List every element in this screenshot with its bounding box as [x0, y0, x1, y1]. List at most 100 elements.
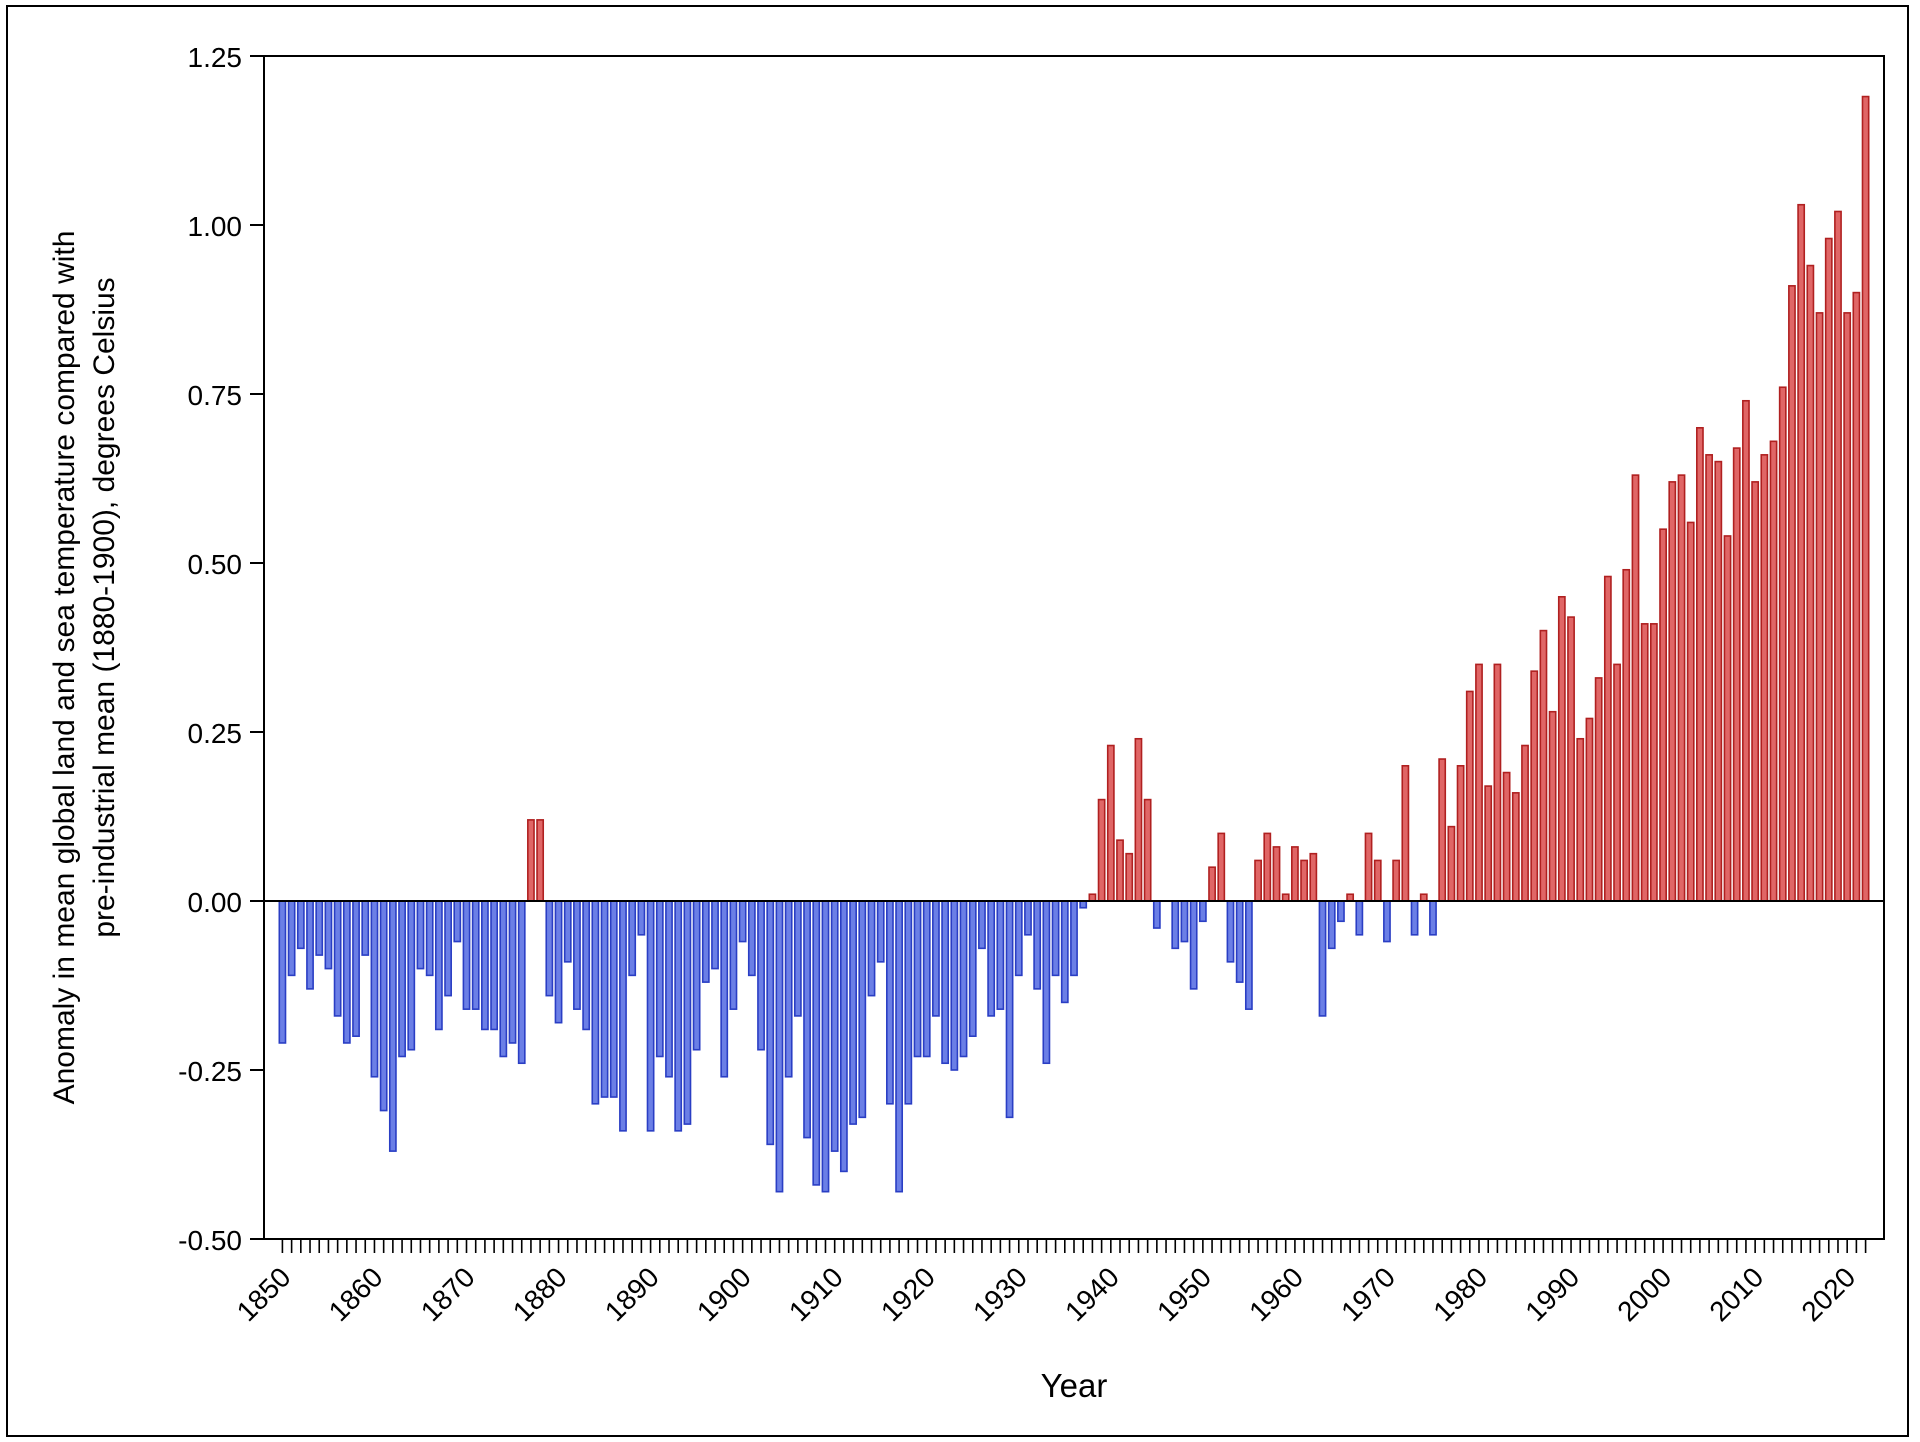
bar-1961 — [1300, 859, 1309, 902]
bar-1969 — [1373, 859, 1382, 902]
bar-1993 — [1594, 677, 1603, 902]
bar-1912 — [849, 900, 857, 1125]
bar-1866 — [425, 900, 434, 977]
bar-1986 — [1530, 670, 1539, 902]
bar-1914 — [867, 900, 876, 997]
y-tick-label: -0.50 — [178, 1225, 242, 1256]
bar-1901 — [747, 900, 756, 977]
bar-1972 — [1401, 764, 1410, 902]
x-tick-label: 1970 — [1335, 1261, 1401, 1327]
x-tick-label: 1920 — [875, 1261, 941, 1327]
bar-1862 — [388, 900, 397, 1152]
bars-group — [278, 95, 1870, 1193]
bar-1852 — [296, 900, 305, 950]
bar-1856 — [333, 900, 342, 1017]
x-tick-label: 2000 — [1611, 1261, 1677, 1327]
bar-1857 — [342, 900, 351, 1044]
bar-1861 — [379, 900, 388, 1112]
bar-1947 — [1171, 900, 1180, 950]
bar-1905 — [784, 900, 793, 1078]
bar-1918 — [904, 900, 913, 1105]
bar-1998 — [1640, 623, 1649, 902]
bar-1965 — [1337, 900, 1345, 923]
bar-1951 — [1208, 866, 1216, 902]
x-tick-label: 1990 — [1519, 1261, 1585, 1327]
bar-1929 — [1005, 900, 1014, 1119]
bar-2020 — [1843, 312, 1852, 902]
bar-1906 — [793, 900, 802, 1017]
bar-1851 — [287, 900, 296, 977]
bar-1994 — [1603, 575, 1612, 902]
bar-1921 — [932, 900, 940, 1017]
x-tick-label: 2020 — [1795, 1261, 1861, 1327]
bar-2013 — [1778, 386, 1787, 902]
bar-1924 — [959, 900, 968, 1058]
bar-2011 — [1760, 454, 1769, 902]
x-tick-label: 1870 — [415, 1261, 481, 1327]
bar-1932 — [1033, 900, 1042, 990]
bar-1867 — [434, 900, 443, 1031]
bar-1973 — [1410, 900, 1419, 936]
y-axis-label: Anomaly in mean global land and sea temp… — [48, 231, 121, 1105]
bar-2007 — [1723, 535, 1732, 902]
bar-1968 — [1364, 832, 1373, 902]
bar-1909 — [821, 900, 830, 1193]
bar-1995 — [1613, 663, 1621, 902]
bar-1894 — [683, 900, 692, 1125]
bar-2009 — [1742, 399, 1750, 902]
bar-1853 — [306, 900, 314, 990]
bar-1873 — [490, 900, 499, 1031]
bar-1977 — [1447, 825, 1456, 902]
x-tick-label: 1930 — [967, 1261, 1033, 1327]
bar-1898 — [720, 900, 729, 1078]
y-tick-label: 0.25 — [188, 718, 243, 749]
bar-1933 — [1042, 900, 1051, 1065]
bar-1871 — [471, 900, 480, 1010]
bar-1864 — [407, 900, 416, 1051]
bar-2000 — [1659, 528, 1667, 902]
bar-1934 — [1051, 900, 1060, 977]
bar-1920 — [922, 900, 931, 1058]
bar-1911 — [839, 900, 848, 1173]
bar-1976 — [1438, 758, 1447, 902]
bar-1971 — [1392, 859, 1401, 902]
bar-1869 — [453, 900, 462, 943]
y-tick-label: 0.50 — [188, 549, 243, 580]
bar-1910 — [830, 900, 839, 1152]
y-axis-label-line2: pre-industrial mean (1880-1900), degrees… — [88, 277, 121, 937]
bar-1944 — [1143, 798, 1152, 902]
bar-1890 — [646, 900, 655, 1132]
x-tick-label: 1850 — [231, 1261, 297, 1327]
x-tick-label: 1860 — [323, 1261, 389, 1327]
x-tick-label: 1880 — [507, 1261, 573, 1327]
bar-1884 — [591, 900, 600, 1105]
bar-1939 — [1097, 798, 1106, 902]
bar-1917 — [895, 900, 904, 1193]
bar-1958 — [1272, 846, 1281, 902]
bar-1907 — [803, 900, 811, 1139]
x-tick-label: 1960 — [1243, 1261, 1309, 1327]
bar-2016 — [1806, 264, 1815, 902]
bar-1893 — [674, 900, 683, 1132]
bar-1879 — [545, 900, 554, 997]
bar-2005 — [1705, 454, 1714, 902]
x-axis-label: Year — [1041, 1367, 1108, 1404]
bar-1982 — [1493, 663, 1502, 902]
bar-2004 — [1696, 426, 1704, 902]
bar-2014 — [1788, 285, 1796, 902]
bar-1919 — [913, 900, 922, 1058]
bar-1855 — [324, 900, 333, 970]
bar-2022 — [1861, 95, 1870, 902]
y-tick-label: 1.25 — [188, 42, 243, 73]
bar-1885 — [600, 900, 609, 1098]
bar-1860 — [370, 900, 379, 1078]
x-tick-label: 1980 — [1427, 1261, 1493, 1327]
bar-1975 — [1429, 900, 1437, 936]
bar-1949 — [1189, 900, 1198, 990]
x-tick-label: 1910 — [783, 1261, 849, 1327]
bar-1981 — [1484, 785, 1493, 902]
bar-1875 — [508, 900, 517, 1044]
bar-1923 — [950, 900, 959, 1071]
bar-1990 — [1567, 616, 1575, 902]
bar-1980 — [1475, 663, 1483, 902]
